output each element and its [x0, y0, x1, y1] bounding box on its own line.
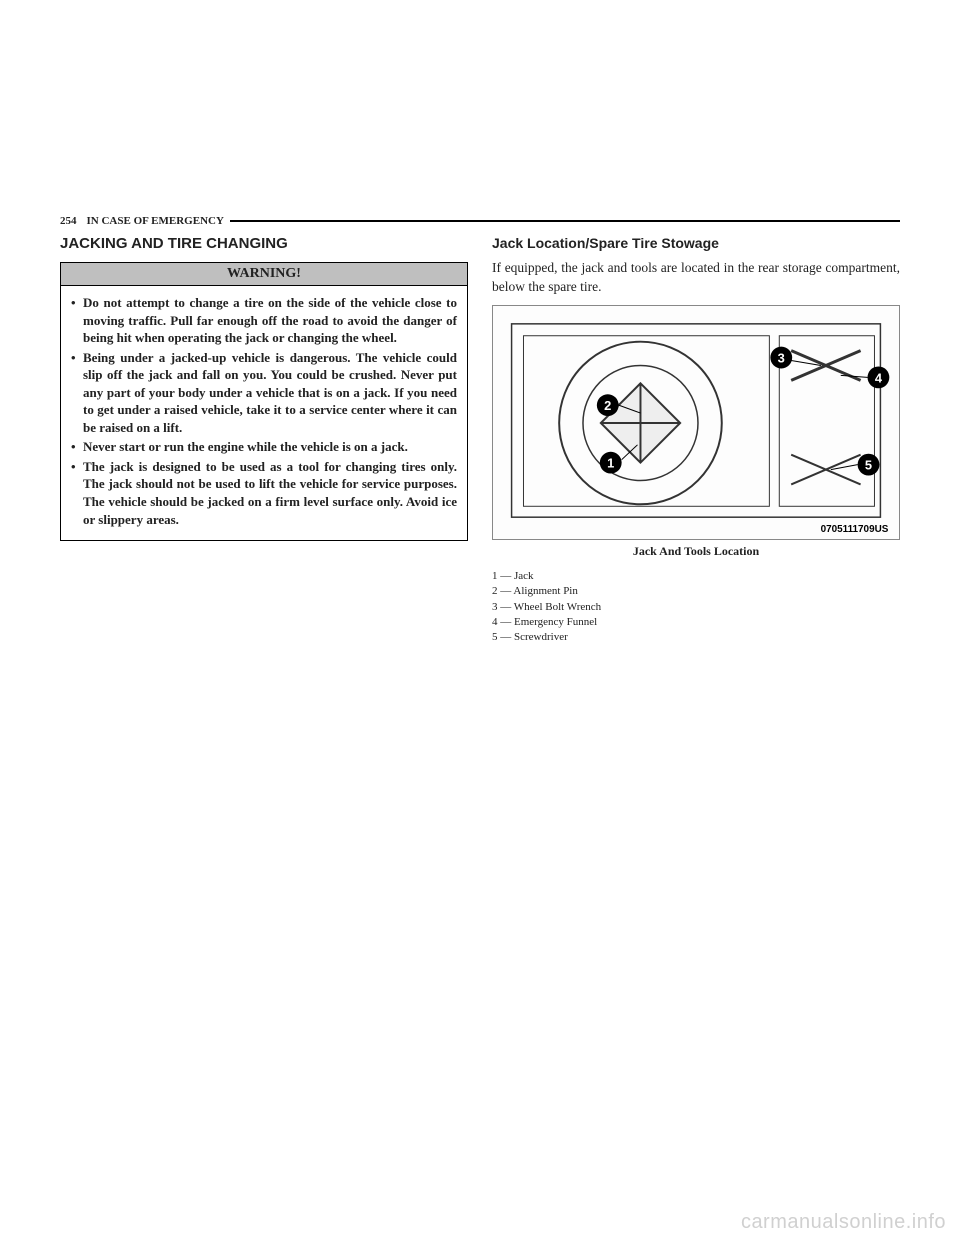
warning-item: Do not attempt to change a tire on the s… — [71, 294, 457, 347]
figure-code: 0705111709US — [821, 524, 889, 535]
section-title: JACKING AND TIRE CHANGING — [60, 235, 468, 252]
legend-item: 1 — Jack — [492, 569, 900, 584]
warning-body: Do not attempt to change a tire on the s… — [61, 286, 467, 540]
warning-box: WARNING! Do not attempt to change a tire… — [60, 262, 468, 541]
subsection-title: Jack Location/Spare Tire Stowage — [492, 235, 900, 251]
figure-legend: 1 — Jack 2 — Alignment Pin 3 — Wheel Bol… — [492, 569, 900, 646]
callout-1: 1 — [607, 455, 614, 470]
legend-item: 2 — Alignment Pin — [492, 584, 900, 599]
manual-page: 254 IN CASE OF EMERGENCY JACKING AND TIR… — [60, 215, 900, 646]
callout-2: 2 — [604, 398, 611, 413]
left-column: JACKING AND TIRE CHANGING WARNING! Do no… — [60, 235, 468, 646]
callout-3: 3 — [778, 350, 785, 365]
warning-item: Never start or run the engine while the … — [71, 438, 457, 456]
jack-diagram-svg: 1 2 3 4 5 0705111709US — [493, 306, 899, 539]
warning-item: The jack is designed to be used as a too… — [71, 458, 457, 528]
header-rule — [230, 220, 900, 222]
legend-item: 4 — Emergency Funnel — [492, 615, 900, 630]
page-number: 254 — [60, 215, 77, 227]
watermark: carmanualsonline.info — [741, 1211, 946, 1234]
callout-5: 5 — [865, 457, 872, 472]
jack-tools-figure: 1 2 3 4 5 0705111709US — [492, 305, 900, 540]
legend-item: 5 — Screwdriver — [492, 630, 900, 645]
callout-4: 4 — [875, 370, 883, 385]
legend-item: 3 — Wheel Bolt Wrench — [492, 600, 900, 615]
warning-item: Being under a jacked-up vehicle is dange… — [71, 349, 457, 437]
page-header: 254 IN CASE OF EMERGENCY — [60, 215, 900, 227]
figure-caption: Jack And Tools Location — [492, 544, 900, 559]
section-label: IN CASE OF EMERGENCY — [87, 215, 224, 227]
right-column: Jack Location/Spare Tire Stowage If equi… — [492, 235, 900, 646]
two-column-layout: JACKING AND TIRE CHANGING WARNING! Do no… — [60, 235, 900, 646]
intro-paragraph: If equipped, the jack and tools are loca… — [492, 259, 900, 297]
warning-header: WARNING! — [61, 263, 467, 286]
